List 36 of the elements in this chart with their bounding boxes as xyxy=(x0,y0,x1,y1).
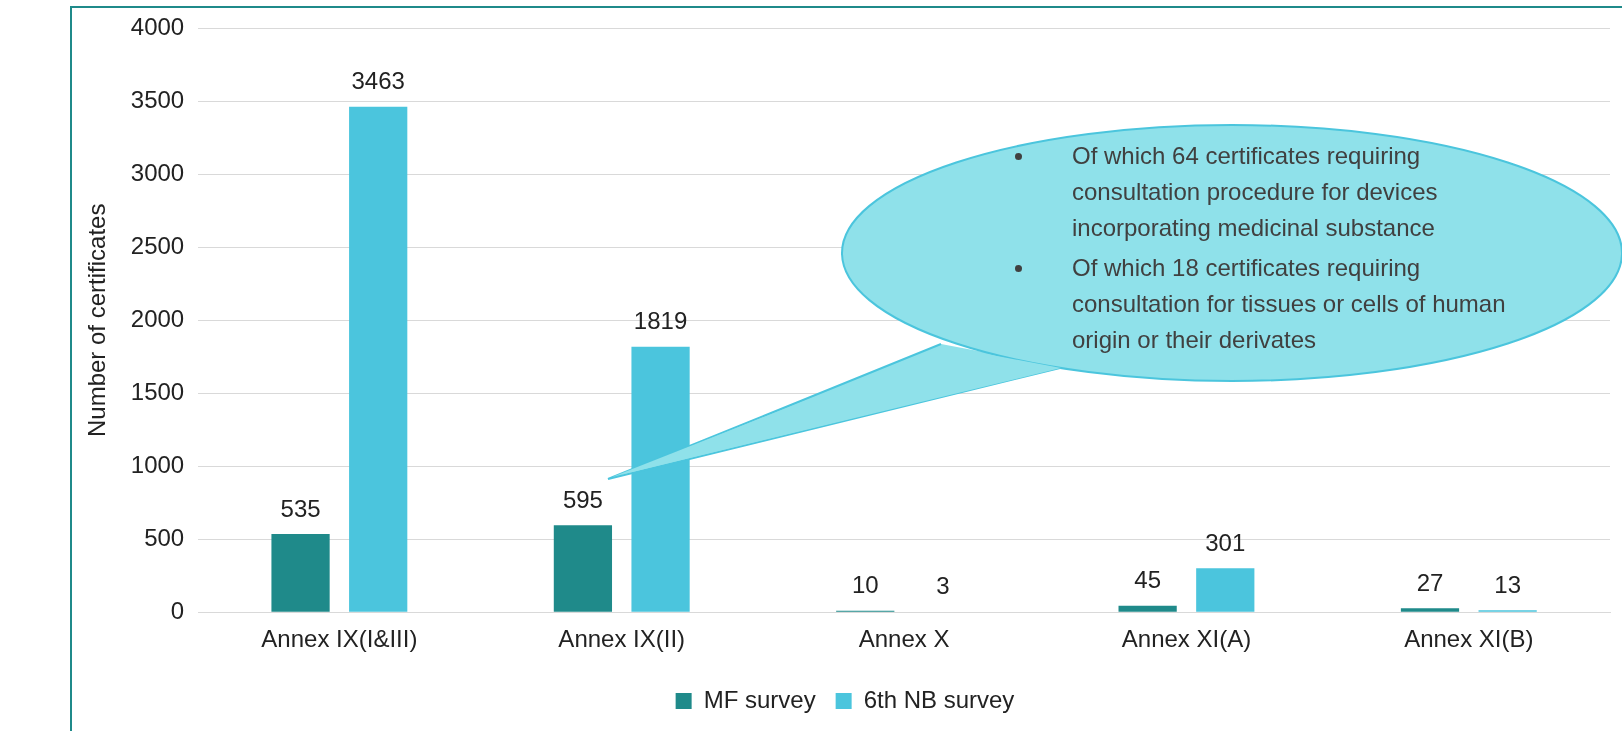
bar xyxy=(1400,608,1460,612)
y-tick-label: 2500 xyxy=(130,231,185,259)
bar xyxy=(349,106,408,612)
data-label: 3 xyxy=(936,572,950,600)
data-label: 45 xyxy=(1134,566,1161,594)
annotation: Of which 64 certificates requiring consultation procedure for devices incorporating medicinal substance xyxy=(1072,141,1439,243)
data-label: 301 xyxy=(1205,528,1246,556)
y-tick-label: 4000 xyxy=(130,13,185,41)
bar xyxy=(1118,605,1177,612)
data-label: 535 xyxy=(280,494,321,522)
y-axis-title: Number of certificates xyxy=(83,203,111,438)
legend-label: MF survey xyxy=(703,685,816,713)
bar xyxy=(271,534,330,612)
y-tick-label: 3500 xyxy=(130,86,185,113)
x-tick-label: Annex IX(II) xyxy=(558,625,686,653)
y-tick-label: 1000 xyxy=(130,450,185,478)
data-label: 10 xyxy=(851,571,879,599)
legend-label: 6th NB survey xyxy=(863,685,1015,713)
x-tick-label: Annex XI(B) xyxy=(1404,625,1534,653)
x-tick-label: Annex XI(A) xyxy=(1121,625,1252,653)
x-tick-label: Annex X xyxy=(858,625,950,653)
bar xyxy=(553,525,613,612)
data-label: 3463 xyxy=(351,67,405,95)
y-tick-label: 2000 xyxy=(130,304,185,332)
data-label: 13 xyxy=(1494,570,1521,598)
y-tick-label: 500 xyxy=(144,523,185,551)
x-tick-label: Annex IX(I&III) xyxy=(261,625,418,653)
y-tick-label: 1500 xyxy=(130,377,185,405)
y-tick-label: 3000 xyxy=(130,158,185,186)
bar xyxy=(1196,568,1255,612)
data-label: 27 xyxy=(1416,568,1444,596)
y-tick-label: 0 xyxy=(170,596,185,624)
annotation: Of which 18 certificates requiring consultation for tissues or cells of human origin or their derivates xyxy=(1072,253,1507,355)
data-label: 1819 xyxy=(633,307,688,335)
data-label: 595 xyxy=(562,485,603,513)
bar xyxy=(631,346,690,612)
